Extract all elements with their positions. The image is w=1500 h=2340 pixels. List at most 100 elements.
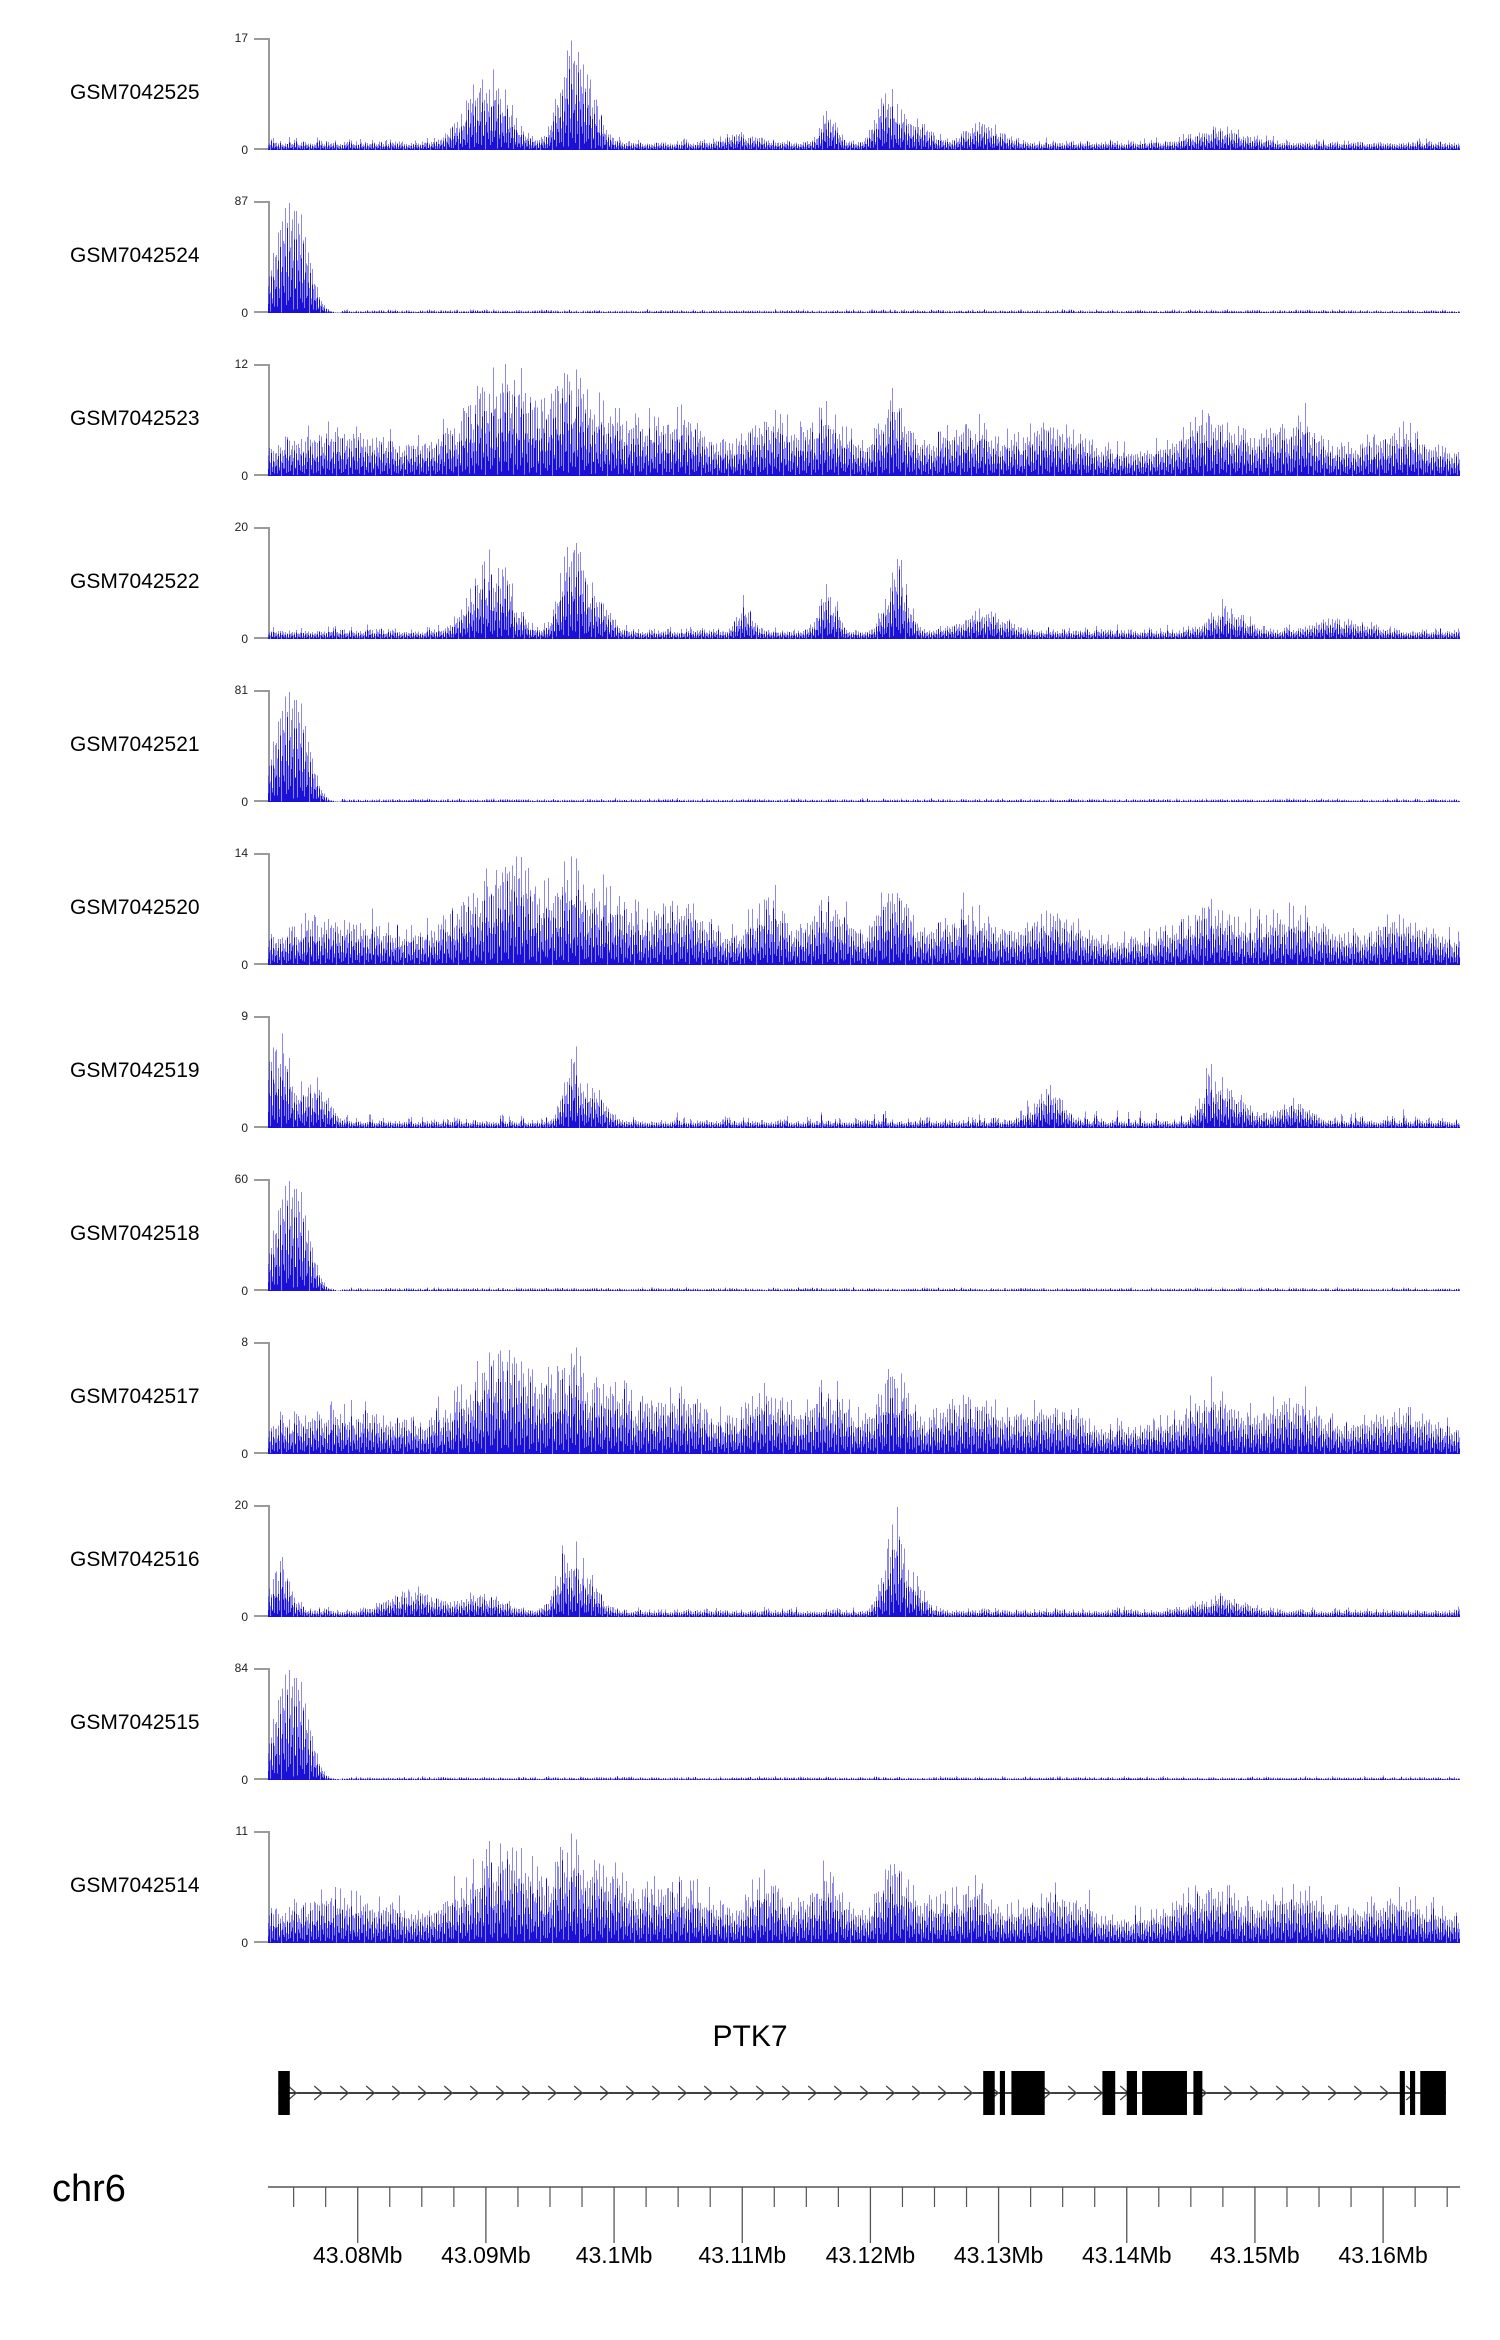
y-axis-max-label: 14 [234,846,248,860]
ruler-tick-label: 43.08Mb [313,2242,403,2268]
track-signal-area[interactable] [268,1179,1460,1291]
track-label: GSM7042521 [70,733,200,756]
y-axis-min-label: 0 [241,632,248,646]
y-axis-line [268,527,270,639]
signal-track[interactable]: GSM7042521 81 0 [0,684,1500,808]
track-y-axis: 17 0 [235,32,270,156]
track-label: GSM7042516 [70,1548,200,1571]
track-signal-area[interactable] [268,364,1460,476]
track-y-axis: 60 0 [235,1173,270,1297]
gene-annotation-panel: PTK7 [0,2020,1500,2150]
signal-track[interactable]: GSM7042514 11 0 [0,1825,1500,1949]
signal-track[interactable]: GSM7042515 84 0 [0,1662,1500,1786]
y-axis-line [268,690,270,802]
y-axis-line [268,201,270,313]
y-axis-line [268,1831,270,1943]
y-axis-tick-min [254,1452,268,1454]
track-signal-area[interactable] [268,690,1460,802]
y-axis-tick-min [254,1126,268,1128]
signal-track[interactable]: GSM7042520 14 0 [0,847,1500,971]
y-axis-tick-min [254,474,268,476]
y-axis-min-label: 0 [241,1936,248,1950]
y-axis-tick-min [254,1289,268,1291]
y-axis-tick-max [254,527,268,529]
signal-track[interactable]: GSM7042516 20 0 [0,1499,1500,1623]
track-label: GSM7042515 [70,1711,200,1734]
track-label: GSM7042525 [70,81,200,104]
track-y-axis: 84 0 [235,1662,270,1786]
track-label: GSM7042519 [70,1059,200,1082]
y-axis-max-label: 84 [234,1661,248,1675]
ruler-tick-label: 43.09Mb [441,2242,531,2268]
y-axis-max-label: 17 [234,31,248,45]
track-label: GSM7042523 [70,407,200,430]
track-signal-area[interactable] [268,1505,1460,1617]
gene-name-label: PTK7 [712,2020,788,2053]
signal-track[interactable]: GSM7042524 87 0 [0,195,1500,319]
ruler-tick-label: 43.11Mb [698,2242,786,2268]
y-axis-tick-min [254,637,268,639]
track-y-axis: 20 0 [235,521,270,645]
y-axis-tick-max [254,853,268,855]
y-axis-max-label: 20 [234,520,248,534]
y-axis-line [268,1179,270,1291]
ruler-tick-label: 43.13Mb [954,2242,1044,2268]
y-axis-tick-min [254,311,268,313]
y-axis-tick-max [254,364,268,366]
ruler-tick-label: 43.12Mb [826,2242,916,2268]
track-signal-area[interactable] [268,853,1460,965]
signal-track[interactable]: GSM7042519 9 0 [0,1010,1500,1134]
y-axis-max-label: 12 [234,357,248,371]
track-y-axis: 20 0 [235,1499,270,1623]
ruler-tick-label: 43.1Mb [576,2242,653,2268]
track-y-axis: 11 0 [236,1825,270,1949]
y-axis-max-label: 20 [234,1498,248,1512]
signal-track[interactable]: GSM7042522 20 0 [0,521,1500,645]
y-axis-min-label: 0 [241,795,248,809]
y-axis-min-label: 0 [241,1284,248,1298]
signal-track[interactable]: GSM7042518 60 0 [0,1173,1500,1297]
y-axis-min-label: 0 [241,306,248,320]
y-axis-max-label: 87 [234,194,248,208]
ruler-tick-label: 43.15Mb [1210,2242,1300,2268]
y-axis-min-label: 0 [241,1121,248,1135]
y-axis-tick-max [254,1668,268,1670]
signal-track[interactable]: GSM7042523 12 0 [0,358,1500,482]
track-signal-area[interactable] [268,1831,1460,1943]
track-signal-area[interactable] [268,527,1460,639]
track-signal-area[interactable] [268,1342,1460,1454]
y-axis-max-label: 8 [241,1335,248,1349]
y-axis-min-label: 0 [241,1610,248,1624]
y-axis-min-label: 0 [241,469,248,483]
y-axis-tick-max [254,1505,268,1507]
coordinate-ruler[interactable]: 43.08Mb 43.09Mb 43.1Mb 43.11Mb 43.12Mb 43.13M… [268,2185,1460,2335]
track-y-axis: 81 0 [235,684,270,808]
signal-track[interactable]: GSM7042517 8 0 [0,1336,1500,1460]
track-y-axis: 14 0 [235,847,270,971]
y-axis-line [268,1668,270,1780]
track-label: GSM7042517 [70,1385,200,1408]
y-axis-line [268,38,270,150]
signal-track[interactable]: GSM7042525 17 0 [0,32,1500,156]
track-signal-area[interactable] [268,1668,1460,1780]
y-axis-tick-min [254,1941,268,1943]
y-axis-tick-max [254,38,268,40]
gene-model-track[interactable] [268,2062,1460,2124]
track-label: GSM7042518 [70,1222,200,1245]
y-axis-min-label: 0 [241,1447,248,1461]
track-signal-area[interactable] [268,201,1460,313]
y-axis-max-label: 81 [234,683,248,697]
y-axis-tick-min [254,800,268,802]
track-label: GSM7042524 [70,244,200,267]
y-axis-tick-min [254,1615,268,1617]
track-signal-area[interactable] [268,38,1460,150]
y-axis-max-label: 9 [241,1009,248,1023]
y-axis-tick-max [254,1179,268,1181]
y-axis-tick-min [254,148,268,150]
track-label: GSM7042520 [70,896,200,919]
y-axis-max-label: 60 [234,1172,248,1186]
y-axis-tick-max [254,201,268,203]
track-signal-area[interactable] [268,1016,1460,1128]
